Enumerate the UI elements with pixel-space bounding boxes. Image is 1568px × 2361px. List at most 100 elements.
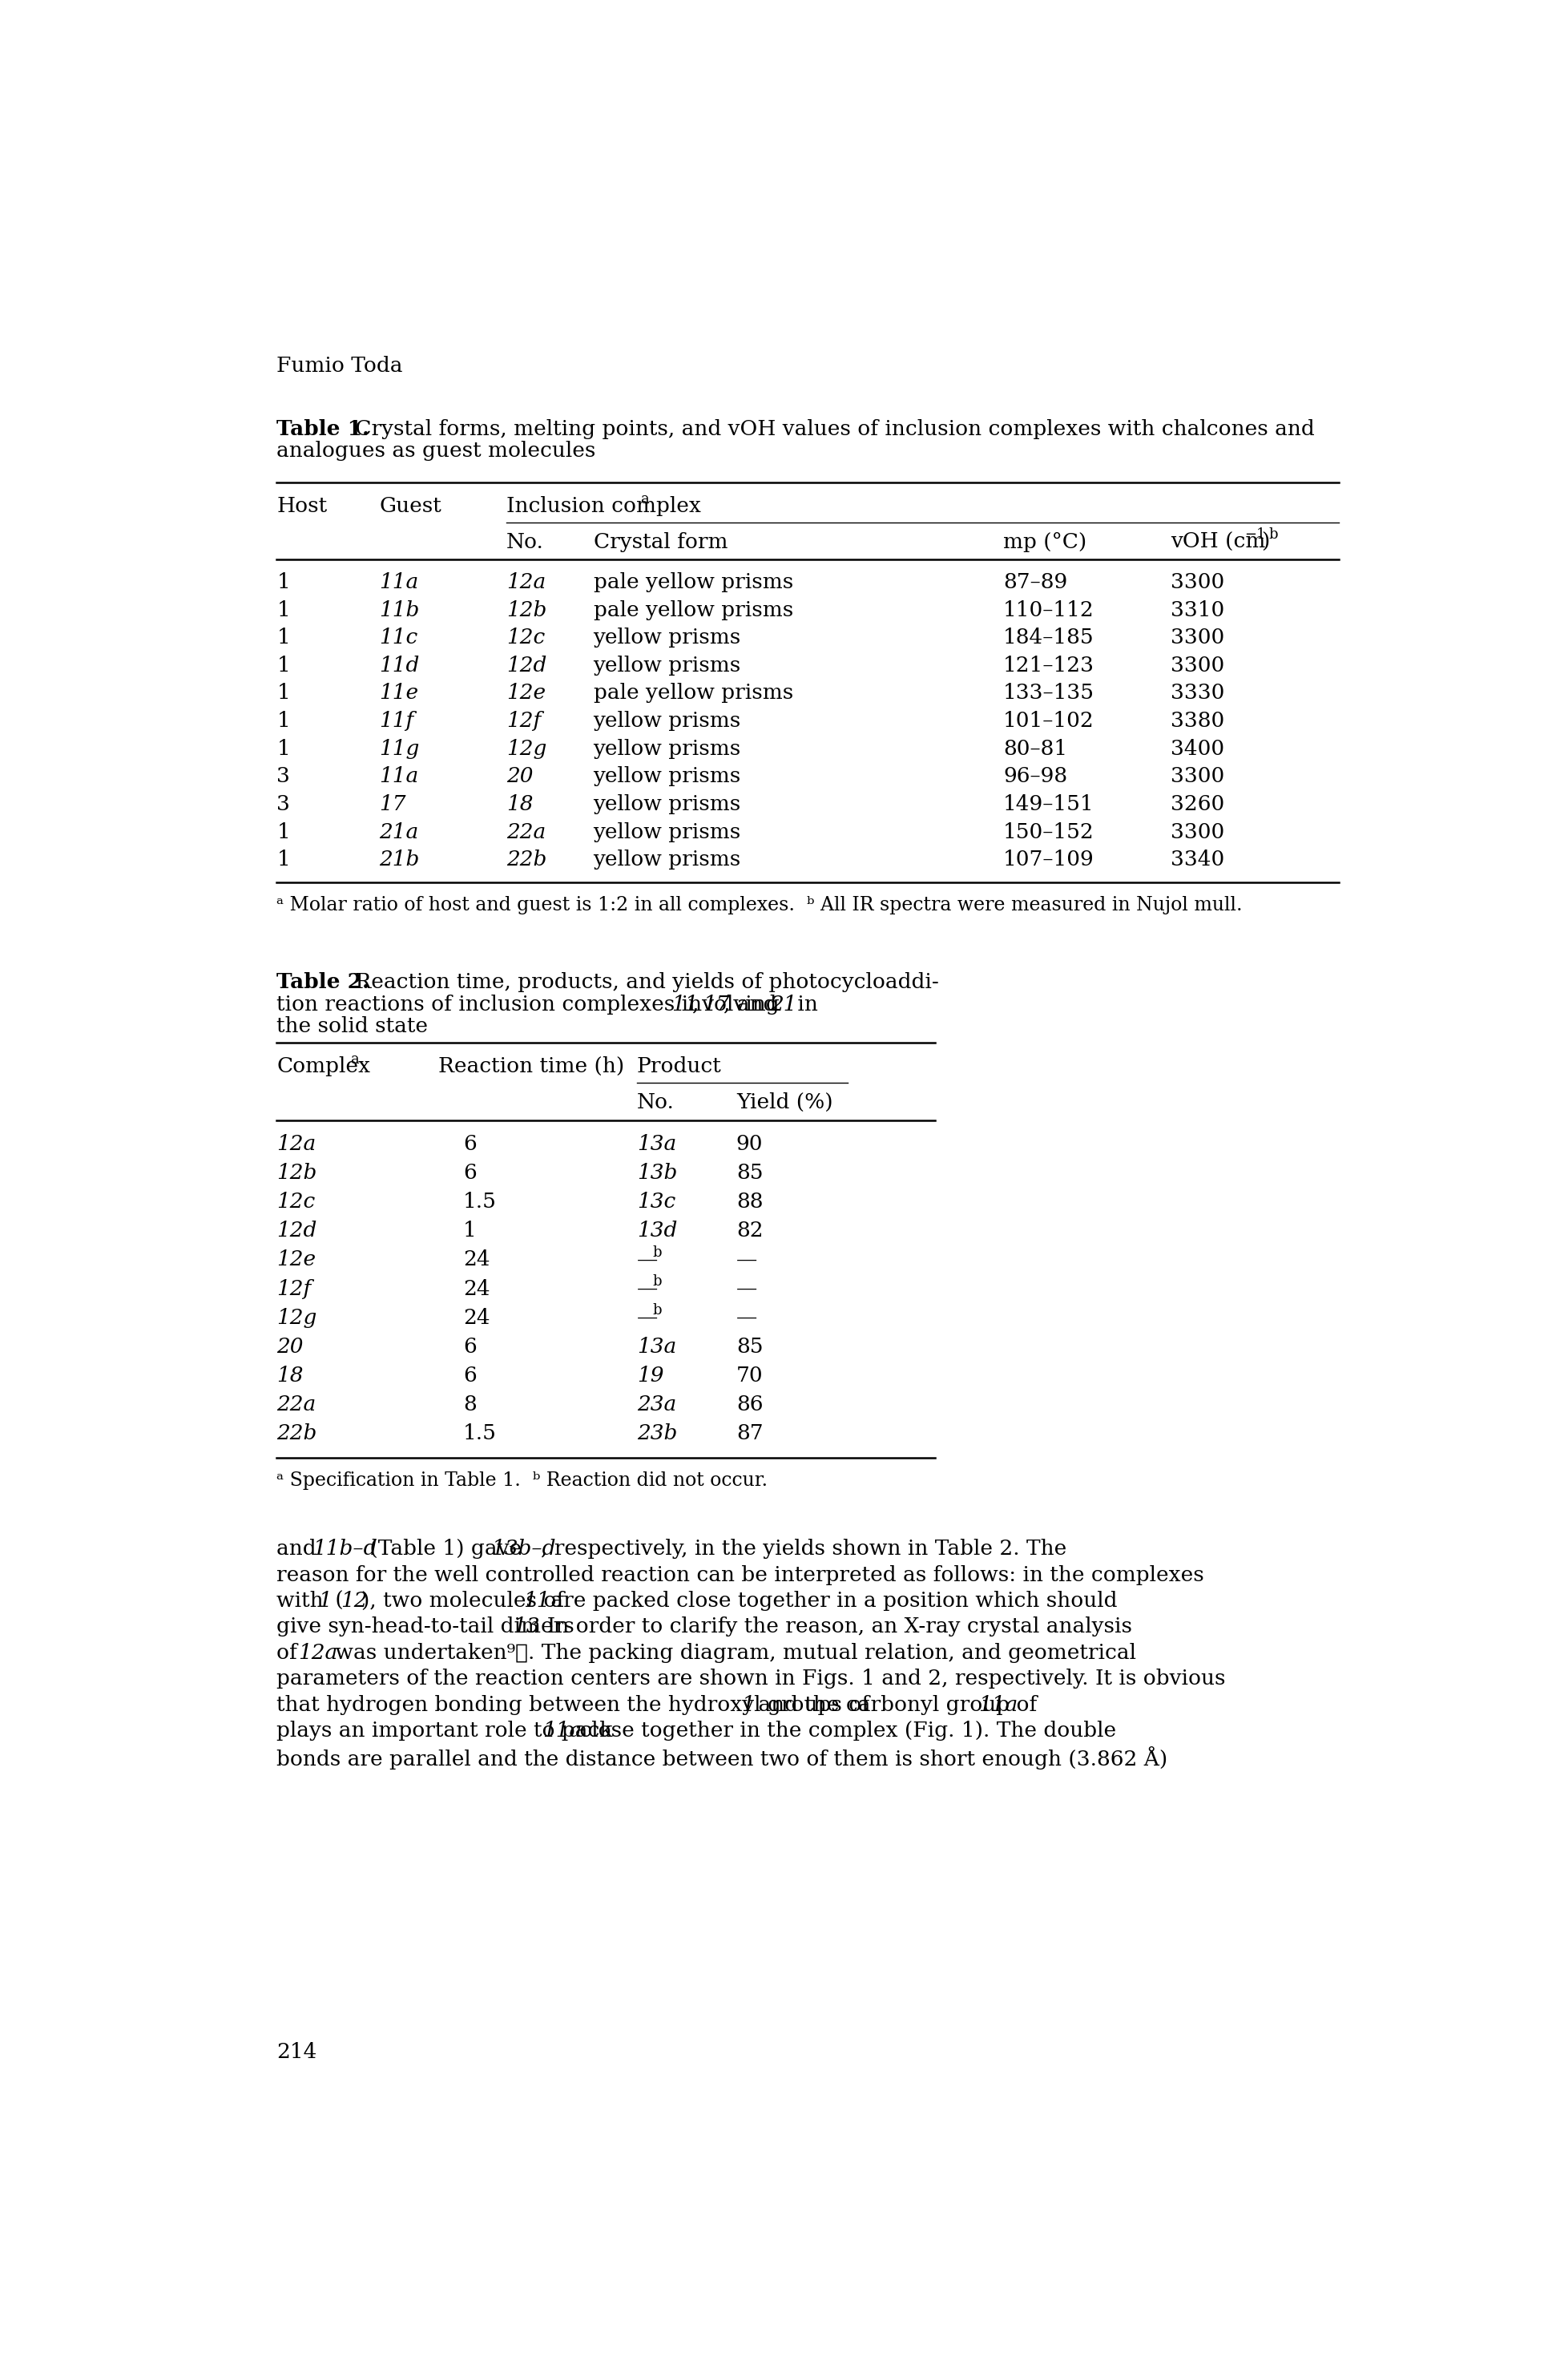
Text: Product: Product	[637, 1055, 721, 1077]
Text: 90: 90	[737, 1133, 764, 1155]
Text: 11: 11	[524, 1591, 550, 1610]
Text: 19: 19	[637, 1365, 663, 1386]
Text: the solid state: the solid state	[276, 1018, 428, 1036]
Text: 12c: 12c	[506, 628, 546, 647]
Text: b: b	[652, 1303, 662, 1317]
Text: 11e: 11e	[379, 682, 419, 704]
Text: 12e: 12e	[276, 1249, 317, 1270]
Text: Table 2.: Table 2.	[276, 973, 370, 992]
Text: 22a: 22a	[506, 822, 546, 843]
Text: that hydrogen bonding between the hydroxyl groups of: that hydrogen bonding between the hydrox…	[276, 1695, 877, 1714]
Text: 85: 85	[737, 1162, 764, 1183]
Text: 12f: 12f	[276, 1280, 312, 1299]
Text: Complex: Complex	[276, 1055, 370, 1077]
Text: yellow prisms: yellow prisms	[593, 767, 742, 786]
Text: , respectively, in the yields shown in Table 2. The: , respectively, in the yields shown in T…	[541, 1539, 1066, 1558]
Text: 11c: 11c	[379, 628, 417, 647]
Text: Crystal forms, melting points, and vOH values of inclusion complexes with chalco: Crystal forms, melting points, and vOH v…	[348, 420, 1316, 439]
Text: 70: 70	[737, 1365, 764, 1386]
Text: 11g: 11g	[379, 739, 420, 758]
Text: 13a: 13a	[637, 1336, 676, 1358]
Text: 1: 1	[276, 822, 290, 843]
Text: 21b: 21b	[379, 850, 420, 869]
Text: 21a: 21a	[379, 822, 419, 843]
Text: 6: 6	[463, 1336, 477, 1358]
Text: 13: 13	[513, 1617, 539, 1636]
Text: 17: 17	[702, 994, 729, 1015]
Text: 3400: 3400	[1171, 739, 1225, 758]
Text: 1: 1	[276, 682, 290, 704]
Text: 1: 1	[318, 1591, 332, 1610]
Text: 20: 20	[506, 767, 533, 786]
Text: vOH (cm: vOH (cm	[1171, 531, 1265, 552]
Text: Reaction time (h): Reaction time (h)	[437, 1055, 624, 1077]
Text: 13b–d: 13b–d	[491, 1539, 555, 1558]
Text: 22b: 22b	[276, 1424, 317, 1445]
Text: Guest: Guest	[379, 496, 442, 517]
Text: yellow prisms: yellow prisms	[593, 850, 742, 869]
Text: 6: 6	[463, 1162, 477, 1183]
Text: bonds are parallel and the distance between two of them is short enough (3.862 Å: bonds are parallel and the distance betw…	[276, 1747, 1168, 1771]
Text: 18: 18	[276, 1365, 304, 1386]
Text: 12a: 12a	[276, 1133, 317, 1155]
Text: 3: 3	[276, 767, 290, 786]
Text: 11b–d: 11b–d	[312, 1539, 378, 1558]
Text: tion reactions of inclusion complexes involving: tion reactions of inclusion complexes in…	[276, 994, 787, 1015]
Text: 1: 1	[276, 628, 290, 647]
Text: 1.5: 1.5	[463, 1192, 497, 1211]
Text: and the carbonyl group of: and the carbonyl group of	[751, 1695, 1044, 1714]
Text: b: b	[652, 1244, 662, 1261]
Text: 22b: 22b	[506, 850, 547, 869]
Text: yellow prisms: yellow prisms	[593, 656, 742, 675]
Text: in: in	[790, 994, 818, 1015]
Text: a: a	[350, 1053, 359, 1067]
Text: yellow prisms: yellow prisms	[593, 711, 742, 732]
Text: with: with	[276, 1591, 331, 1610]
Text: 150–152: 150–152	[1004, 822, 1094, 843]
Text: 1: 1	[742, 1695, 754, 1714]
Text: Inclusion complex: Inclusion complex	[506, 496, 701, 517]
Text: 12a: 12a	[298, 1643, 337, 1662]
Text: ᵃ Molar ratio of host and guest is 1:2 in all complexes.  ᵇ All IR spectra were : ᵃ Molar ratio of host and guest is 1:2 i…	[276, 897, 1243, 914]
Text: 11a: 11a	[978, 1695, 1018, 1714]
Text: 18: 18	[506, 793, 533, 815]
Text: give syn-head-to-tail dimers: give syn-head-to-tail dimers	[276, 1617, 582, 1636]
Text: 12e: 12e	[506, 682, 546, 704]
Text: 1: 1	[463, 1221, 477, 1242]
Text: 88: 88	[737, 1192, 764, 1211]
Text: Table 1.: Table 1.	[276, 420, 370, 439]
Text: —: —	[737, 1280, 757, 1299]
Text: yellow prisms: yellow prisms	[593, 822, 742, 843]
Text: 12g: 12g	[276, 1308, 317, 1327]
Text: —: —	[737, 1308, 757, 1327]
Text: plays an important role to pack: plays an important role to pack	[276, 1721, 619, 1740]
Text: 17: 17	[379, 793, 406, 815]
Text: 121–123: 121–123	[1004, 656, 1094, 675]
Text: 3300: 3300	[1171, 656, 1225, 675]
Text: 133–135: 133–135	[1004, 682, 1094, 704]
Text: are packed close together in a position which should: are packed close together in a position …	[544, 1591, 1118, 1610]
Text: 12d: 12d	[276, 1221, 317, 1242]
Text: close together in the complex (Fig. 1). The double: close together in the complex (Fig. 1). …	[572, 1721, 1116, 1740]
Text: —: —	[637, 1308, 659, 1327]
Text: 1: 1	[276, 850, 290, 869]
Text: 80–81: 80–81	[1004, 739, 1068, 758]
Text: 11: 11	[671, 994, 699, 1015]
Text: ): )	[1261, 531, 1269, 552]
Text: 12b: 12b	[276, 1162, 317, 1183]
Text: 12c: 12c	[276, 1192, 315, 1211]
Text: 13b: 13b	[637, 1162, 677, 1183]
Text: 85: 85	[737, 1336, 764, 1358]
Text: . In order to clarify the reason, an X-ray crystal analysis: . In order to clarify the reason, an X-r…	[533, 1617, 1132, 1636]
Text: 24: 24	[463, 1308, 489, 1327]
Text: 11a: 11a	[379, 767, 419, 786]
Text: Reaction time, products, and yields of photocycloaddi-: Reaction time, products, and yields of p…	[348, 973, 939, 992]
Text: mp (°C): mp (°C)	[1004, 531, 1087, 552]
Text: 23a: 23a	[637, 1395, 676, 1414]
Text: Crystal form: Crystal form	[593, 531, 728, 552]
Text: 22a: 22a	[276, 1395, 317, 1414]
Text: 3380: 3380	[1171, 711, 1225, 732]
Text: 3340: 3340	[1171, 850, 1225, 869]
Text: Yield (%): Yield (%)	[737, 1093, 833, 1112]
Text: 6: 6	[463, 1133, 477, 1155]
